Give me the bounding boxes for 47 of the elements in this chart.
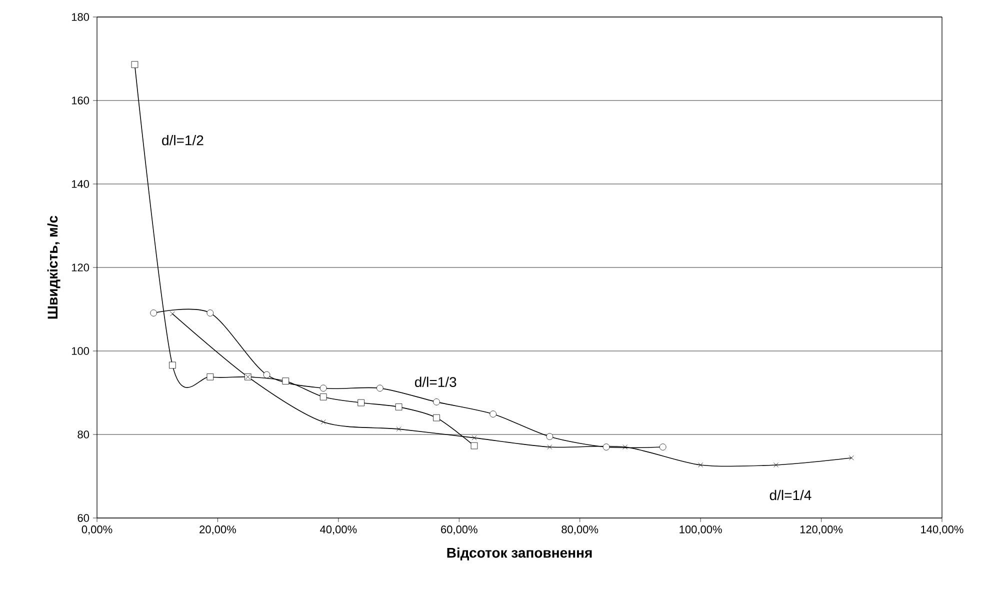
point [170,311,175,316]
point [433,398,440,406]
point [602,444,610,450]
point [358,399,364,406]
y-tick-label: 140 [72,180,90,188]
x-tick-label: 80,00% [562,526,598,535]
y-tick-label: 120 [72,264,90,272]
point [263,371,270,378]
point [320,384,327,392]
point [622,444,628,450]
point [395,404,402,410]
x-axis-title: Відсоток заповнення [447,547,592,560]
y-tick-label: 160 [72,96,90,104]
point [396,426,402,432]
point [490,410,496,418]
point [131,61,138,68]
point [282,378,290,384]
point [320,394,327,400]
point [376,384,384,392]
y-tick-label: 180 [72,13,90,21]
x-tick-label: 40,00% [320,526,357,535]
point [433,414,440,422]
point [470,442,478,450]
point [472,435,477,440]
point [547,444,552,450]
x-tick-label: 60,00% [441,526,478,535]
y-tick-label: 100 [72,347,90,355]
point [698,462,704,468]
point [206,373,214,380]
y-tick-label: 60 [78,514,90,522]
series-label: d/l=1/3 [414,376,456,388]
x-tick-label: 0,00% [82,526,112,535]
x-tick-label: 20,00% [200,526,236,535]
series-label: d/l=1/4 [770,490,812,500]
y-tick-label: 80 [78,430,90,438]
x-tick-label: 120,00% [800,526,843,535]
series-label: d/l=1/2 [162,135,204,146]
x-tick-label: 100,00% [680,526,722,535]
point [150,310,157,316]
point [206,310,214,316]
x-tick-label: 140,00% [921,526,964,535]
y-axis-title: Швидкість, м/с [47,216,60,319]
point [849,455,854,460]
point [169,362,176,369]
point [320,420,326,424]
point [774,462,778,468]
point [546,433,554,440]
